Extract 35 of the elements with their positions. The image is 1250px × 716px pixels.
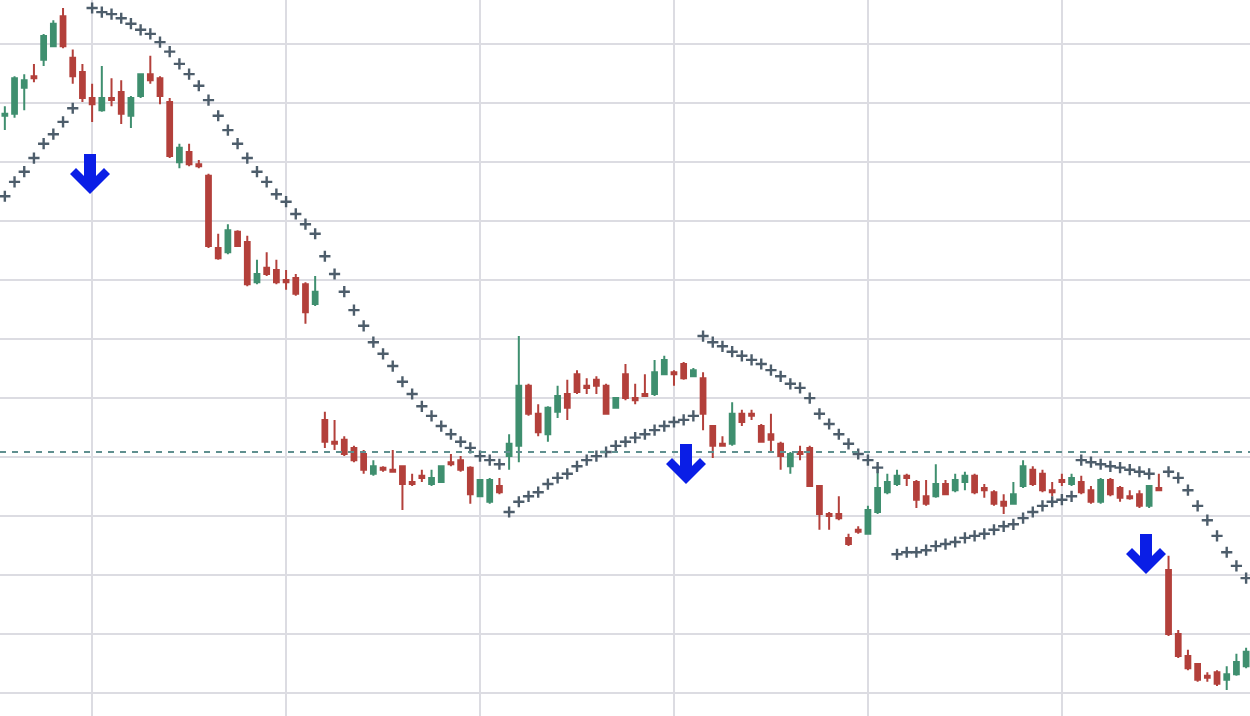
candlestick [612, 397, 620, 409]
candlestick [777, 440, 785, 471]
candlestick [1010, 481, 1017, 505]
candlestick [1068, 472, 1075, 488]
candlestick [224, 223, 232, 256]
candlestick [845, 532, 852, 548]
candlestick [496, 476, 503, 496]
candlestick [786, 450, 794, 475]
candlestick [1155, 472, 1163, 492]
candlestick [59, 7, 67, 50]
candlestick [854, 525, 862, 535]
candlestick [418, 468, 426, 483]
candlestick [98, 64, 106, 113]
candlestick [205, 172, 212, 250]
candlestick [253, 258, 261, 286]
candlestick [903, 472, 911, 488]
candlestick [932, 463, 940, 499]
candlestick [563, 378, 571, 421]
candlestick [127, 94, 135, 130]
candlestick [1145, 485, 1153, 509]
candlestick [641, 373, 649, 398]
candlestick [1058, 472, 1066, 488]
candlestick [30, 62, 38, 84]
candlestick [369, 459, 377, 477]
candlestick [690, 367, 697, 378]
candlestick [942, 478, 949, 496]
candlestick [728, 401, 736, 447]
candlestick [166, 97, 174, 160]
candlestick [137, 73, 144, 100]
candlestick [1019, 459, 1027, 490]
candlestick [699, 371, 707, 432]
candlestick [214, 232, 222, 261]
candlestick [311, 275, 319, 308]
candlestick [1097, 476, 1105, 505]
candlestick [176, 142, 183, 170]
